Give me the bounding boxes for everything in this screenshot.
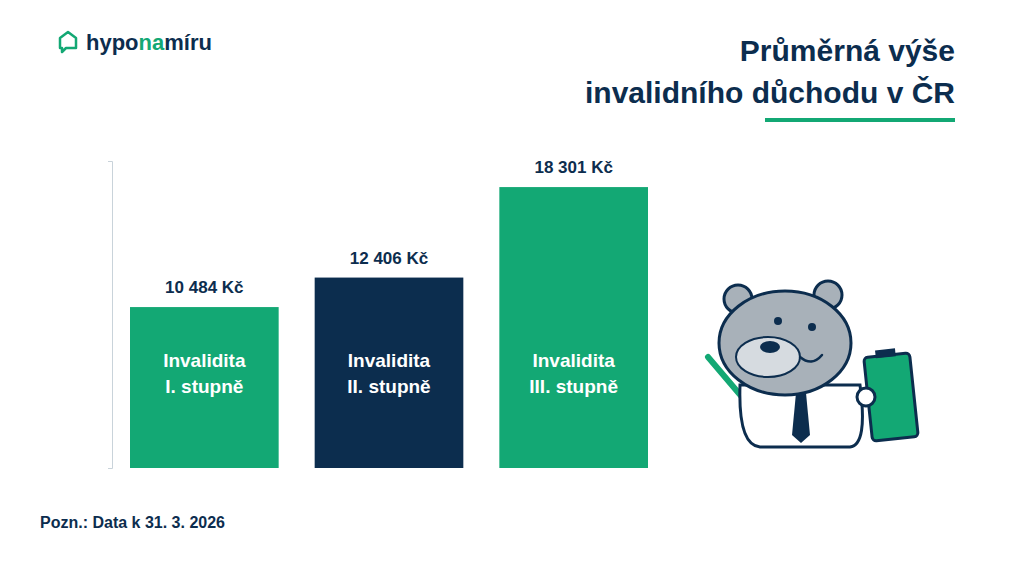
bars bbox=[130, 187, 648, 468]
bar bbox=[315, 278, 464, 468]
mascot-eye bbox=[774, 317, 782, 325]
bar bbox=[499, 187, 648, 468]
category-label: InvaliditaIII. stupně bbox=[529, 350, 618, 397]
y-axis bbox=[108, 162, 113, 469]
mascot-eye bbox=[808, 323, 816, 331]
y-tick bbox=[108, 468, 112, 469]
logo-text: hyponamíru bbox=[86, 30, 212, 55]
logo-part: na bbox=[139, 30, 165, 55]
mascot-snout bbox=[736, 337, 800, 377]
y-tick bbox=[108, 161, 112, 162]
mascot-hand bbox=[857, 388, 875, 406]
y-tick-mark bbox=[108, 468, 112, 469]
logo: hyponamíru bbox=[60, 30, 212, 55]
y-axis-line bbox=[108, 162, 113, 469]
mascot-clip bbox=[875, 348, 896, 358]
title-underline bbox=[765, 118, 955, 122]
logo-icon bbox=[60, 32, 76, 52]
logo-part: hypo bbox=[86, 30, 139, 55]
mascot bbox=[708, 281, 918, 447]
title: Průměrná výšeinvalidního důchodu v ČR bbox=[585, 34, 955, 109]
data-label: 18 301 Kč bbox=[534, 158, 612, 177]
data-label: 10 484 Kč bbox=[165, 278, 243, 297]
category-labels: InvaliditaI. stupně InvaliditaII. stupně I… bbox=[163, 350, 618, 397]
category-label: InvaliditaI. stupně bbox=[163, 350, 246, 397]
data-label: 12 406 Kč bbox=[350, 249, 428, 268]
logo-part: míru bbox=[164, 30, 212, 55]
mascot-head bbox=[719, 291, 851, 395]
mascot-nose bbox=[760, 341, 780, 353]
mascot-smile bbox=[800, 355, 822, 362]
chart: hyponamíru Průměrná výšeinvalidního důcho… bbox=[0, 0, 1024, 563]
data-labels: 10 484 Kč 12 406 Kč 18 301 Kč bbox=[165, 158, 613, 297]
category-label: InvaliditaII. stupně bbox=[347, 350, 430, 397]
note: Pozn.: Data k 31. 3. 2026 bbox=[40, 514, 225, 531]
bar bbox=[130, 307, 279, 468]
mascot-tie bbox=[792, 393, 810, 443]
y-tick-mark bbox=[108, 161, 112, 162]
